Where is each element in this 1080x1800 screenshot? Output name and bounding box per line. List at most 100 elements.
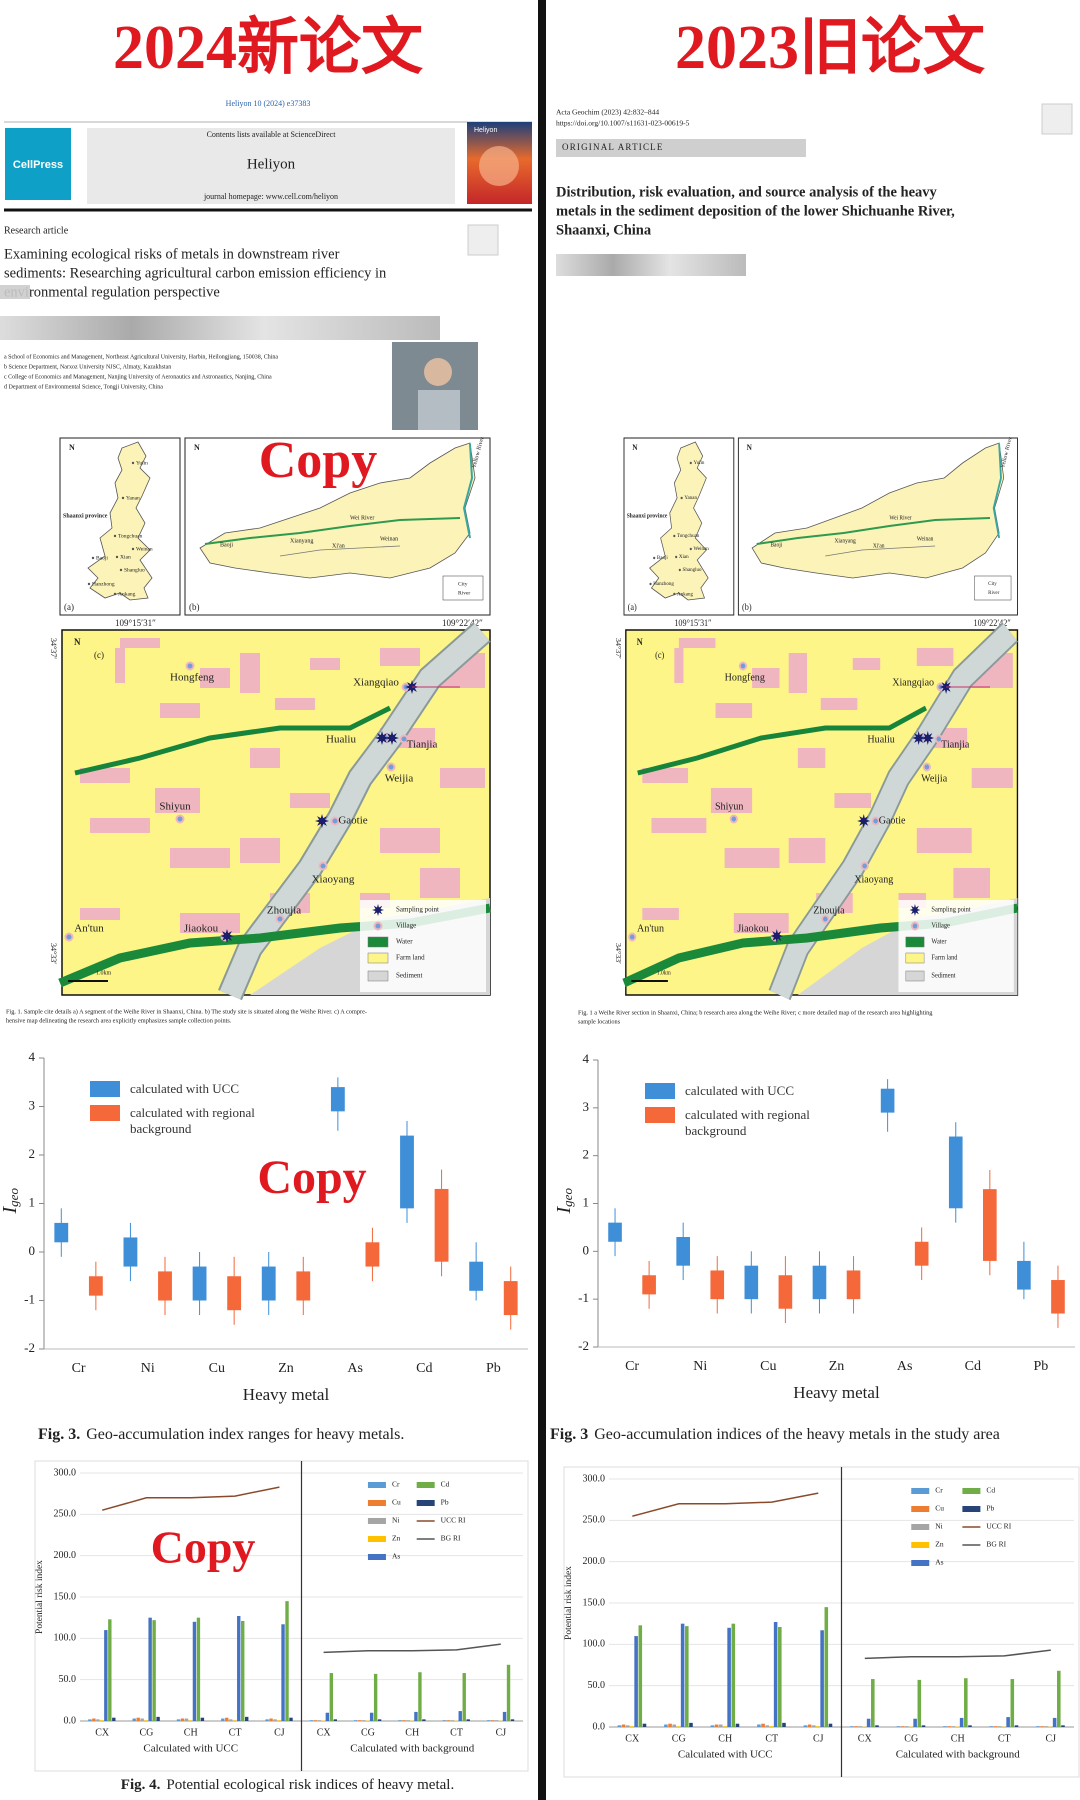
place-label: Gaotie xyxy=(879,815,906,826)
river-line xyxy=(825,545,936,557)
sampling-point xyxy=(315,814,329,828)
bar xyxy=(727,1627,731,1727)
x-tick-label: CJ xyxy=(813,1733,824,1744)
panel-label: (c) xyxy=(655,650,664,660)
journal-box xyxy=(87,128,455,204)
journal-ref: Heliyon 10 (2024) e37383 xyxy=(226,99,311,108)
village-patch xyxy=(200,668,230,688)
title-line: Examining ecological risks of metals in … xyxy=(4,246,340,262)
bar xyxy=(803,1725,808,1727)
risk-line xyxy=(864,1649,1051,1660)
bar xyxy=(896,1726,901,1727)
caption-label: Fig. 3. xyxy=(38,1426,81,1443)
longitude-label: 109°15′31″ xyxy=(674,618,712,628)
sampling-point xyxy=(921,731,935,745)
city-dot xyxy=(119,568,123,572)
sampling-point xyxy=(375,731,389,745)
bar xyxy=(761,1723,765,1727)
y-tick-label: -2 xyxy=(578,1338,589,1353)
village-dot xyxy=(821,914,830,924)
legend-label: As xyxy=(935,1558,943,1567)
village-patch xyxy=(710,788,753,813)
bar xyxy=(502,1711,507,1721)
bar xyxy=(418,1672,422,1721)
place-label: Zhoujia xyxy=(813,905,845,916)
village-dot xyxy=(871,816,880,826)
latitude-label: 34°37′ xyxy=(614,638,623,659)
caption-text: Fig. 4. Potential ecological risk indices… xyxy=(40,1777,535,1794)
bar xyxy=(144,1720,148,1721)
y-tick-label: 3 xyxy=(29,1097,36,1112)
bar xyxy=(353,1720,358,1721)
bar xyxy=(184,1718,189,1721)
title-line: sediments: Researching agricultural carb… xyxy=(4,265,387,281)
village-patch xyxy=(275,698,315,710)
study-area-map: N Shaanxi province Yulin Yanan Tongchuan Wein… xyxy=(49,437,491,1001)
box xyxy=(1017,1260,1031,1290)
scale-label: 1.0km xyxy=(96,970,112,976)
x-tick-label: Cd xyxy=(416,1361,432,1376)
province-shape xyxy=(649,441,709,601)
section-bar xyxy=(556,139,806,157)
bar xyxy=(241,1620,245,1721)
village-patch xyxy=(155,788,200,813)
city-label: Hanzhong xyxy=(92,581,115,587)
affiliation: d Department of Environmental Science, T… xyxy=(4,383,163,390)
legend-swatch xyxy=(373,921,383,931)
x-tick-label: CX xyxy=(95,1727,110,1738)
box xyxy=(1051,1280,1065,1314)
caption-body: Potential ecological risk indices of hea… xyxy=(166,1777,455,1793)
chart-frame xyxy=(34,1460,529,1772)
village-patch xyxy=(290,793,330,808)
panel-label: (a) xyxy=(64,602,74,612)
bar xyxy=(769,1726,774,1727)
box xyxy=(400,1135,414,1209)
legend-swatch xyxy=(645,1083,675,1099)
x-tick-label: CJ xyxy=(274,1727,285,1738)
bar xyxy=(858,1726,863,1727)
city-dot xyxy=(673,534,676,538)
legend-label: River xyxy=(988,590,999,596)
x-tick-label: CG xyxy=(672,1733,686,1744)
legend-item: calculated with regional background xyxy=(90,1105,290,1137)
legend-label: Cu xyxy=(935,1504,944,1513)
legend-item: calculated with UCC xyxy=(90,1081,290,1097)
village-patch xyxy=(310,658,340,670)
bar xyxy=(672,1724,677,1727)
bar xyxy=(642,1723,647,1727)
bar xyxy=(329,1673,334,1721)
x-tick-label: CH xyxy=(184,1727,198,1738)
bar xyxy=(850,1726,854,1727)
bar xyxy=(773,1622,778,1727)
bar xyxy=(92,1718,96,1721)
village-patch xyxy=(80,768,130,783)
y-tick-label: 250.0 xyxy=(583,1515,606,1526)
bar xyxy=(325,1712,330,1721)
legend-swatch xyxy=(905,936,925,948)
homepage: journal homepage: www.cell.com/heliyon xyxy=(203,192,338,201)
box xyxy=(434,1188,449,1262)
legend-label: Cr xyxy=(392,1480,400,1489)
bar xyxy=(510,1719,515,1721)
latitude-label: 34°33′ xyxy=(49,943,58,964)
tributary xyxy=(74,705,392,776)
study-area-map: N Shaanxi province Yulin Yanan Tongchuan Wein… xyxy=(614,436,1019,1001)
x-tick-label: Ni xyxy=(141,1361,155,1376)
bar xyxy=(88,1719,92,1721)
village-patch xyxy=(170,848,230,868)
bar xyxy=(245,1716,249,1721)
north-label: N xyxy=(747,443,753,452)
city-label: Baoji xyxy=(657,555,668,561)
doi: https://doi.org/10.1007/s11631-023-00619… xyxy=(556,119,690,128)
village-patch xyxy=(160,703,200,718)
x-tick-label: CH xyxy=(718,1733,732,1744)
x-tick-label: Ni xyxy=(693,1359,707,1374)
box xyxy=(744,1265,759,1300)
bar xyxy=(100,1720,104,1721)
bar xyxy=(108,1619,112,1721)
bar xyxy=(229,1719,233,1721)
village-patch xyxy=(90,818,150,833)
legend-label: calculated with regional background xyxy=(685,1107,810,1138)
village-dot xyxy=(330,816,340,826)
bar xyxy=(112,1717,116,1721)
